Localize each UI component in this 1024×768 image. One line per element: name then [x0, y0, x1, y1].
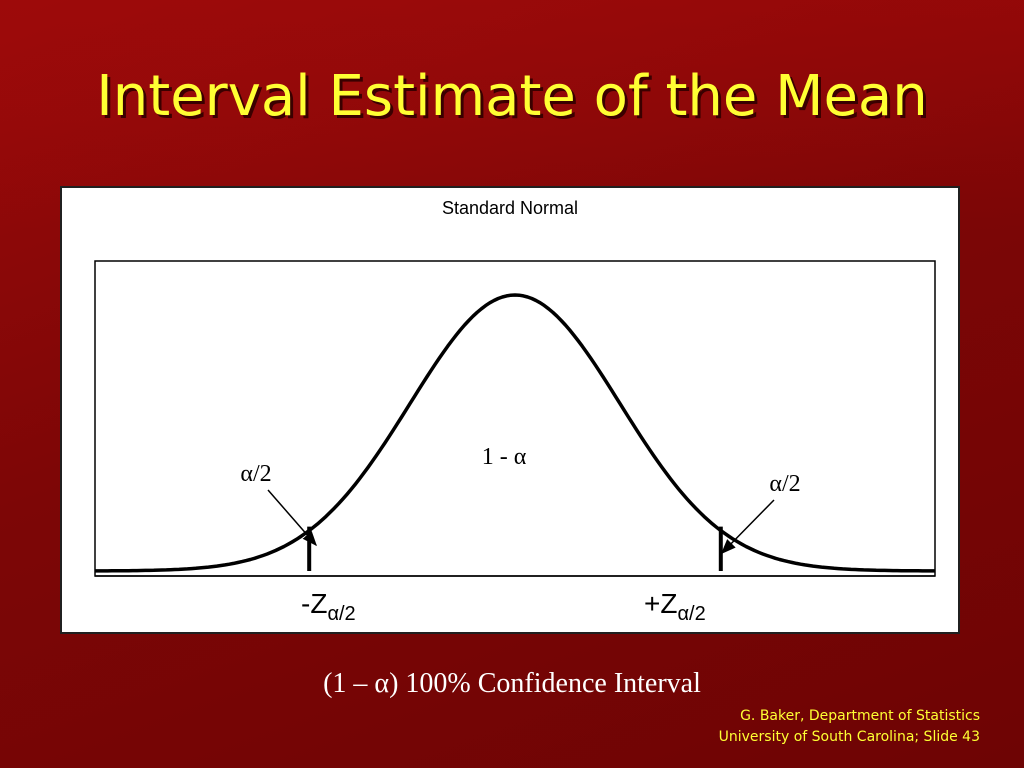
- left-tail-label: α/2: [240, 461, 271, 487]
- plot-frame: [94, 260, 936, 577]
- normal-curve: [95, 293, 935, 573]
- right-tail-arrow: [720, 499, 775, 555]
- footer-institution: University of South Carolina; Slide 43: [718, 729, 980, 745]
- chart-title: Standard Normal: [441, 198, 579, 218]
- right-critical-main: +Z: [644, 588, 677, 619]
- right-tail-label: α/2: [769, 471, 800, 497]
- left-tail-arrow: [267, 489, 317, 547]
- chart-panel: Standard Normal 1 - α α/2 α/2 -Zα/2 +Zα/…: [60, 186, 960, 634]
- normal-curve-diagram: 1 - α α/2 α/2 -Zα/2 +Zα/2: [94, 260, 936, 625]
- footer-author: G. Baker, Department of Statistics: [740, 708, 980, 724]
- confidence-interval-caption: (1 – α) 100% Confidence Interval: [323, 668, 701, 699]
- right-critical-subscript: α/2: [677, 603, 705, 625]
- left-critical-main: -Z: [301, 588, 327, 619]
- slide-footer: G. Baker, Department of Statistics Unive…: [719, 706, 980, 748]
- center-area-label: 1 - α: [482, 444, 527, 470]
- left-critical-label: -Zα/2: [301, 588, 356, 625]
- left-critical-subscript: α/2: [327, 603, 355, 625]
- slide-title: Interval Estimate of the Mean: [96, 64, 928, 129]
- right-critical-label: +Zα/2: [644, 588, 706, 625]
